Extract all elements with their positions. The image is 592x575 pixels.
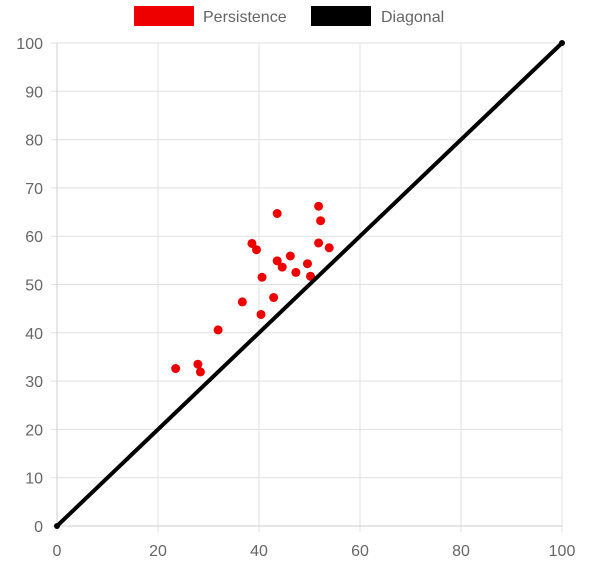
persistence-point [272, 256, 282, 266]
legend-label-diagonal[interactable]: Diagonal [381, 9, 444, 26]
persistence-point [195, 367, 205, 377]
legend-swatch-persistence[interactable] [134, 6, 194, 26]
persistence-point [272, 208, 282, 218]
persistence-point [237, 297, 247, 307]
diagonal-line-point [54, 523, 60, 529]
y-tick-label: 40 [25, 326, 43, 343]
persistence-point [291, 267, 301, 277]
persistence-point [314, 238, 324, 248]
y-tick-label: 80 [25, 133, 43, 150]
y-tick-label: 100 [16, 36, 43, 53]
persistence-point [269, 293, 279, 303]
y-tick-label: 50 [25, 278, 43, 295]
persistence-point [324, 243, 334, 253]
persistence-point [247, 238, 257, 248]
y-tick-label: 70 [25, 181, 43, 198]
y-tick-label: 0 [34, 519, 43, 536]
x-tick-label: 20 [149, 543, 167, 560]
y-tick-label: 20 [25, 422, 43, 439]
legend-swatch-diagonal[interactable] [311, 6, 371, 26]
tick-labels: 0 20 40 60 80 100 0 10 20 30 40 50 60 70 80 90 100 [16, 36, 575, 560]
persistence-point [306, 271, 316, 281]
persistence-point [314, 201, 324, 211]
persistence-point [256, 309, 266, 319]
legend: Persistence Diagonal [134, 6, 444, 26]
x-tick-label: 0 [53, 543, 62, 560]
x-tick-label: 80 [452, 543, 470, 560]
persistence-point [171, 364, 181, 374]
x-tick-label: 40 [250, 543, 268, 560]
plot-area [54, 40, 565, 529]
diagonal-line-point [559, 40, 565, 46]
x-tick-label: 100 [549, 543, 576, 560]
persistence-point [277, 262, 287, 272]
persistence-point [257, 272, 267, 282]
y-tick-label: 10 [25, 471, 43, 488]
y-tick-label: 90 [25, 84, 43, 101]
persistence-point [302, 259, 312, 269]
diagonal-line [55, 41, 564, 528]
persistence-point [316, 216, 326, 226]
y-tick-label: 30 [25, 374, 43, 391]
x-tick-label: 60 [351, 543, 369, 560]
persistence-point [285, 251, 295, 261]
legend-label-persistence[interactable]: Persistence [203, 9, 287, 26]
y-tick-label: 60 [25, 229, 43, 246]
persistence-point [251, 245, 261, 255]
persistence-point [193, 359, 203, 369]
axes [56, 43, 562, 527]
grid [51, 42, 563, 532]
persistence-point [213, 325, 223, 335]
